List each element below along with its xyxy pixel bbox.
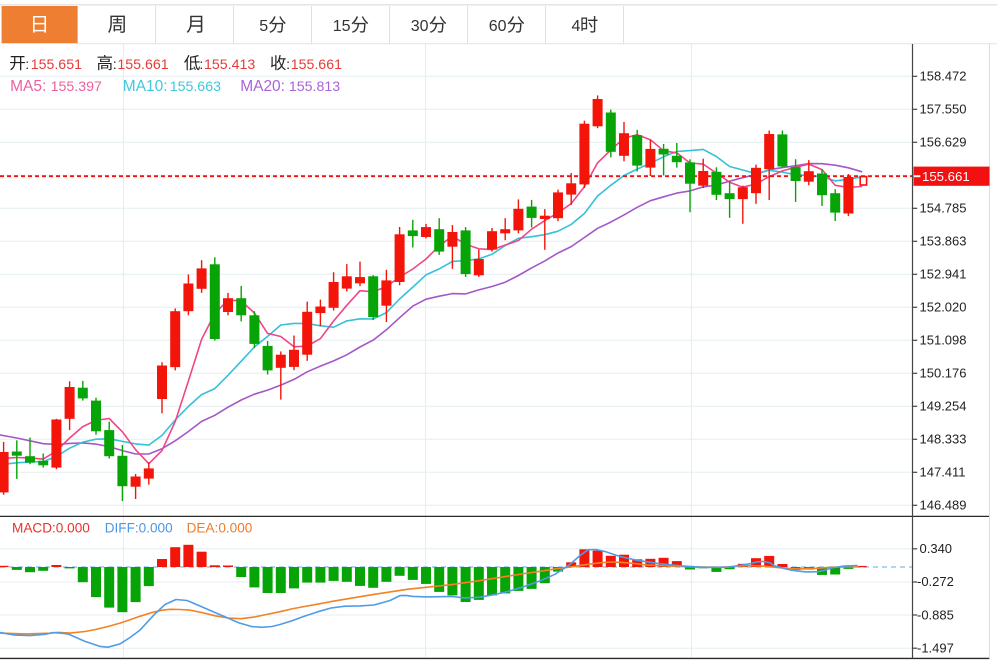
svg-text:155.663: 155.663 (170, 79, 221, 95)
svg-text:15: 15 (333, 18, 351, 35)
svg-text:155.661: 155.661 (922, 169, 970, 184)
svg-text:150.176: 150.176 (920, 366, 967, 381)
svg-text:MA20:: MA20: (240, 78, 285, 95)
svg-text:0.340: 0.340 (920, 541, 953, 556)
svg-text::: : (199, 57, 203, 73)
svg-text:155.813: 155.813 (289, 79, 340, 95)
svg-text:-0.885: -0.885 (917, 607, 954, 622)
svg-text:157.550: 157.550 (920, 102, 967, 117)
svg-text::: : (286, 57, 290, 73)
svg-text:MACD:0.000: MACD:0.000 (12, 520, 90, 535)
svg-text:152.941: 152.941 (920, 267, 967, 282)
svg-text:DIFF:0.000: DIFF:0.000 (105, 520, 173, 535)
svg-text:158.472: 158.472 (920, 69, 967, 84)
svg-text:146.489: 146.489 (920, 498, 967, 513)
svg-text:151.098: 151.098 (920, 333, 967, 348)
svg-text:154.785: 154.785 (920, 201, 967, 216)
svg-text::: : (25, 57, 29, 73)
svg-text:148.333: 148.333 (920, 432, 967, 447)
svg-text:30: 30 (411, 18, 429, 35)
svg-text:155.661: 155.661 (117, 57, 168, 73)
svg-text:153.863: 153.863 (920, 234, 967, 249)
svg-text:MA5:: MA5: (10, 78, 46, 95)
svg-text:155.397: 155.397 (51, 79, 102, 95)
svg-text:5: 5 (259, 18, 268, 35)
svg-text:152.020: 152.020 (920, 300, 967, 315)
svg-text::: : (113, 57, 117, 73)
svg-text:147.411: 147.411 (920, 465, 966, 480)
svg-text:155.651: 155.651 (31, 57, 82, 73)
svg-text:149.254: 149.254 (920, 399, 967, 414)
svg-text:DEA:0.000: DEA:0.000 (187, 520, 253, 535)
svg-text:-1.497: -1.497 (917, 641, 954, 656)
svg-text:4: 4 (572, 18, 581, 35)
svg-text:156.629: 156.629 (920, 135, 967, 150)
svg-text:155.661: 155.661 (291, 57, 342, 73)
svg-text:-0.272: -0.272 (917, 574, 954, 589)
svg-text:155.413: 155.413 (204, 57, 255, 73)
svg-text:60: 60 (489, 18, 507, 35)
svg-text:MA10:: MA10: (123, 78, 168, 95)
